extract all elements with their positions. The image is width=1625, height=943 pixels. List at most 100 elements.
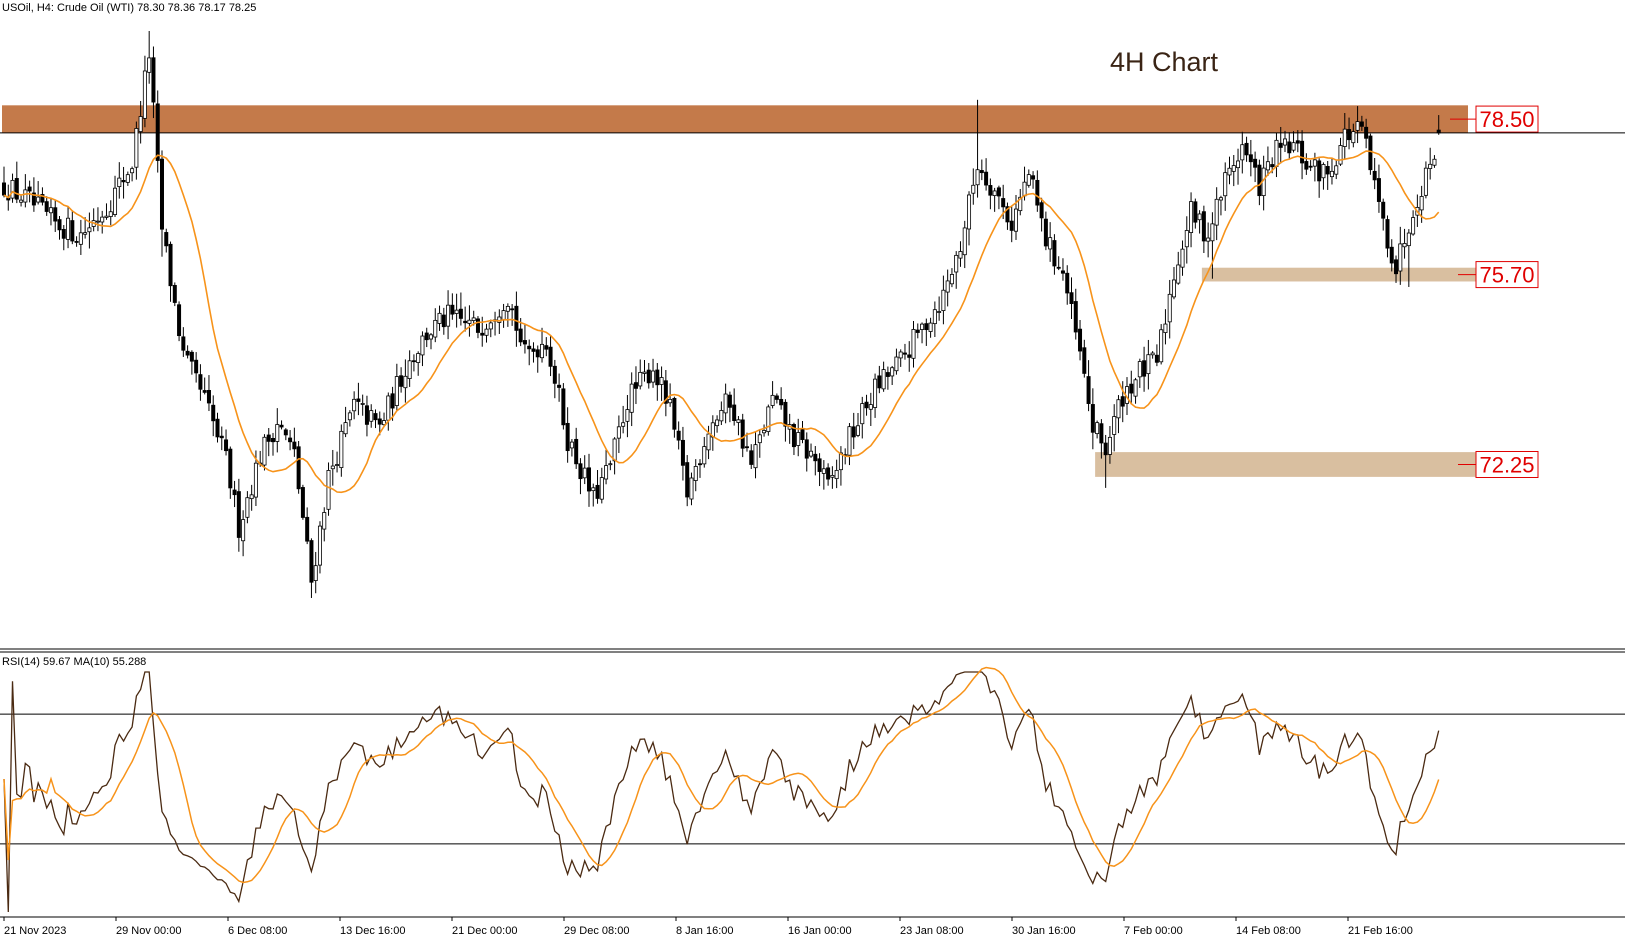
candle [915, 323, 920, 339]
zone-label: 75.70 [1479, 263, 1534, 288]
candle [1308, 160, 1313, 172]
candle [1193, 198, 1198, 229]
x-tick-label: 23 Jan 08:00 [900, 925, 964, 937]
candle [949, 268, 954, 288]
candle [1133, 377, 1138, 404]
candle [958, 241, 963, 267]
candle [19, 194, 24, 207]
candle [663, 370, 668, 417]
candle [633, 366, 638, 405]
candle [1338, 137, 1343, 166]
candle [680, 426, 685, 481]
candle [300, 484, 305, 520]
candle [988, 178, 993, 210]
candle [672, 396, 677, 438]
candle [57, 215, 62, 240]
candle [113, 175, 118, 217]
candle [1325, 161, 1330, 190]
zones-layer: 78.50 75.70 72.25 [0, 105, 1625, 478]
candle [1265, 146, 1270, 177]
candle [1069, 277, 1074, 319]
candle [108, 200, 113, 226]
candle [168, 241, 173, 302]
candle [676, 421, 681, 450]
candle [740, 413, 745, 458]
rsi-layer [0, 666, 1625, 913]
candle [159, 150, 164, 257]
candle [1257, 159, 1262, 206]
x-tick-label: 30 Jan 16:00 [1012, 925, 1076, 937]
candle [360, 394, 365, 416]
candle [1436, 115, 1441, 135]
candle [433, 308, 438, 343]
candle [732, 388, 737, 426]
candle [36, 181, 41, 205]
candle [279, 420, 284, 430]
candle [1043, 211, 1048, 251]
candle [155, 90, 160, 173]
candle [1078, 319, 1083, 361]
candle [424, 327, 429, 348]
candle [14, 161, 19, 204]
candle [48, 197, 53, 226]
candle [800, 420, 805, 444]
candle [450, 293, 455, 320]
candle [125, 171, 130, 186]
candle [586, 453, 591, 507]
candle [1099, 419, 1104, 459]
candle [215, 412, 220, 443]
zone-label-box [1475, 105, 1539, 133]
candle [1056, 256, 1061, 271]
candle [1086, 360, 1091, 412]
candle [249, 484, 254, 511]
candle [1206, 222, 1211, 258]
candle [1218, 195, 1223, 216]
candle [121, 166, 126, 199]
candle [736, 416, 741, 436]
candle [744, 432, 749, 452]
candle [74, 236, 79, 247]
zone-72-25 [1095, 452, 1476, 477]
candle [446, 290, 451, 340]
symbol-info: USOil, H4: Crude Oil (WTI) 78.30 78.36 7… [2, 2, 256, 14]
candle [540, 327, 545, 363]
candle [992, 187, 997, 212]
candle [1035, 170, 1040, 212]
candle [655, 362, 660, 401]
rsi-info: RSI(14) 59.67 MA(10) 55.288 [2, 656, 146, 668]
candle [873, 373, 878, 418]
candle [907, 341, 912, 372]
x-tick-label: 7 Feb 00:00 [1124, 925, 1183, 937]
candle [804, 432, 809, 472]
candle [847, 423, 852, 466]
candle [1146, 339, 1151, 390]
candle [185, 345, 190, 359]
candle [813, 446, 818, 476]
candle [1073, 288, 1078, 340]
candle [1197, 210, 1202, 234]
candle [830, 466, 835, 489]
candle [1304, 153, 1309, 175]
candle [510, 304, 515, 326]
candle [181, 327, 186, 357]
candle [407, 350, 412, 387]
candle [1065, 265, 1070, 305]
candle [595, 469, 600, 504]
candle [1278, 126, 1283, 164]
candle [616, 415, 621, 454]
candle [544, 337, 549, 357]
candle [1398, 226, 1403, 285]
candle [868, 392, 873, 426]
candle [902, 343, 907, 360]
panel-frame [0, 648, 1625, 918]
candle [881, 361, 886, 392]
candle [1244, 136, 1249, 162]
candle [1090, 388, 1095, 450]
candle [172, 282, 177, 307]
candle [514, 291, 519, 347]
candle [275, 408, 280, 453]
candle [646, 362, 651, 389]
candle [292, 427, 297, 457]
candle [83, 217, 88, 239]
candle [651, 358, 656, 388]
